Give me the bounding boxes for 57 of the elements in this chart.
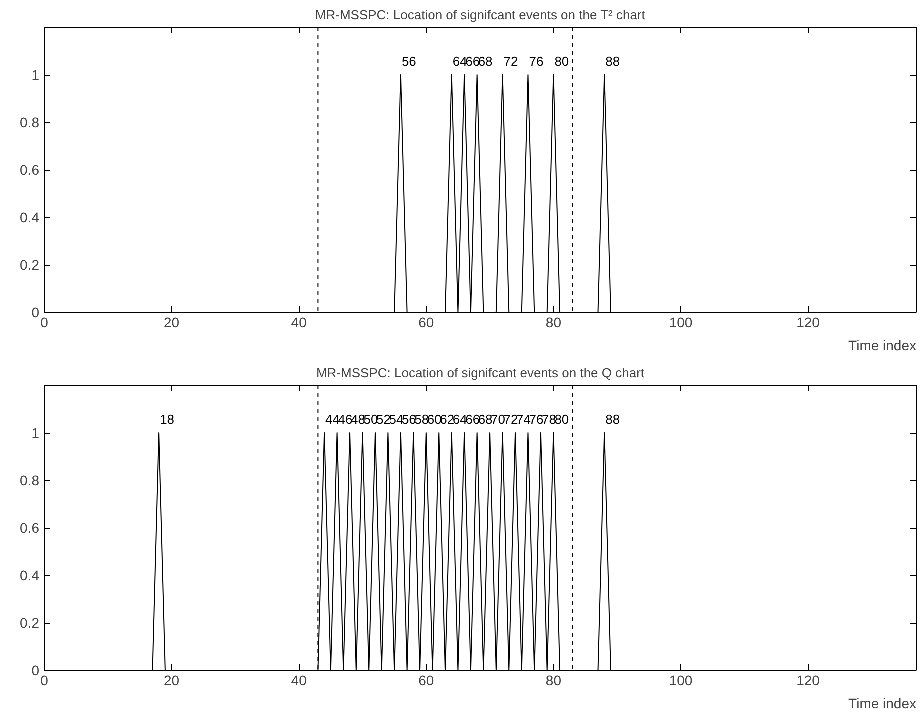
y-tick-label: 0 bbox=[32, 304, 40, 320]
y-tick-label: 0.2 bbox=[20, 257, 40, 273]
annotation: 80 bbox=[554, 54, 570, 69]
annotation: 76 bbox=[529, 412, 544, 427]
x-tick-label: 120 bbox=[796, 314, 820, 330]
annotation: 64 bbox=[452, 54, 468, 69]
chart-title: MR-MSSPC: Location of signifcant events on the T² chart bbox=[315, 8, 646, 22]
x-tick-label: 120 bbox=[796, 672, 820, 688]
annotation: 60 bbox=[427, 412, 442, 427]
x-tick-label: 80 bbox=[546, 672, 562, 688]
annotation: 50 bbox=[364, 412, 378, 427]
annotation: 74 bbox=[516, 412, 531, 427]
x-axis-title: Time index bbox=[848, 696, 917, 712]
annotation: 18 bbox=[160, 412, 175, 427]
y-tick-label: 1 bbox=[32, 425, 40, 441]
y-tick-label: 0 bbox=[32, 662, 40, 678]
annotation: 66 bbox=[466, 54, 480, 69]
annotation: 72 bbox=[504, 412, 518, 427]
x-tick-label: 40 bbox=[291, 314, 308, 330]
x-tick-label: 100 bbox=[669, 314, 693, 330]
annotation: 76 bbox=[529, 54, 544, 69]
y-tick-label: 0.4 bbox=[20, 210, 40, 226]
annotation: 80 bbox=[554, 412, 570, 427]
annotation: 48 bbox=[351, 412, 366, 427]
chart-title: MR-MSSPC: Location of signifcant events on the Q chart bbox=[316, 366, 645, 380]
annotation: 72 bbox=[504, 54, 518, 69]
x-axis-title: Time index bbox=[848, 338, 917, 354]
annotation: 56 bbox=[402, 412, 416, 427]
x-tick-label: 60 bbox=[418, 314, 434, 330]
annotation: 62 bbox=[440, 412, 455, 427]
y-tick-label: 0.8 bbox=[20, 472, 40, 488]
annotation: 64 bbox=[452, 412, 468, 427]
x-tick-label: 80 bbox=[546, 314, 562, 330]
x-tick-label: 20 bbox=[164, 314, 180, 330]
annotation: 88 bbox=[606, 412, 620, 427]
annotation: 58 bbox=[414, 412, 430, 427]
x-tick-label: 20 bbox=[164, 672, 180, 688]
annotation: 44 bbox=[326, 412, 340, 427]
annotation: 46 bbox=[338, 412, 353, 427]
y-tick-label: 0.2 bbox=[20, 615, 40, 631]
annotation: 66 bbox=[466, 412, 480, 427]
x-tick-label: 60 bbox=[418, 672, 434, 688]
y-tick-label: 0.6 bbox=[20, 162, 40, 178]
x-tick-label: 40 bbox=[291, 672, 308, 688]
annotation: 70 bbox=[491, 412, 506, 427]
annotation: 56 bbox=[402, 54, 416, 69]
y-tick-label: 0.8 bbox=[20, 114, 40, 130]
y-tick-label: 1 bbox=[32, 67, 40, 83]
y-tick-label: 0.6 bbox=[20, 520, 40, 536]
annotation: 68 bbox=[478, 54, 493, 69]
annotation: 88 bbox=[606, 54, 620, 69]
y-tick-label: 0.4 bbox=[20, 568, 40, 584]
annotation: 54 bbox=[389, 412, 404, 427]
annotation: 52 bbox=[376, 412, 391, 427]
x-tick-label: 100 bbox=[669, 672, 693, 688]
annotation: 68 bbox=[478, 412, 493, 427]
annotation: 78 bbox=[542, 412, 556, 427]
